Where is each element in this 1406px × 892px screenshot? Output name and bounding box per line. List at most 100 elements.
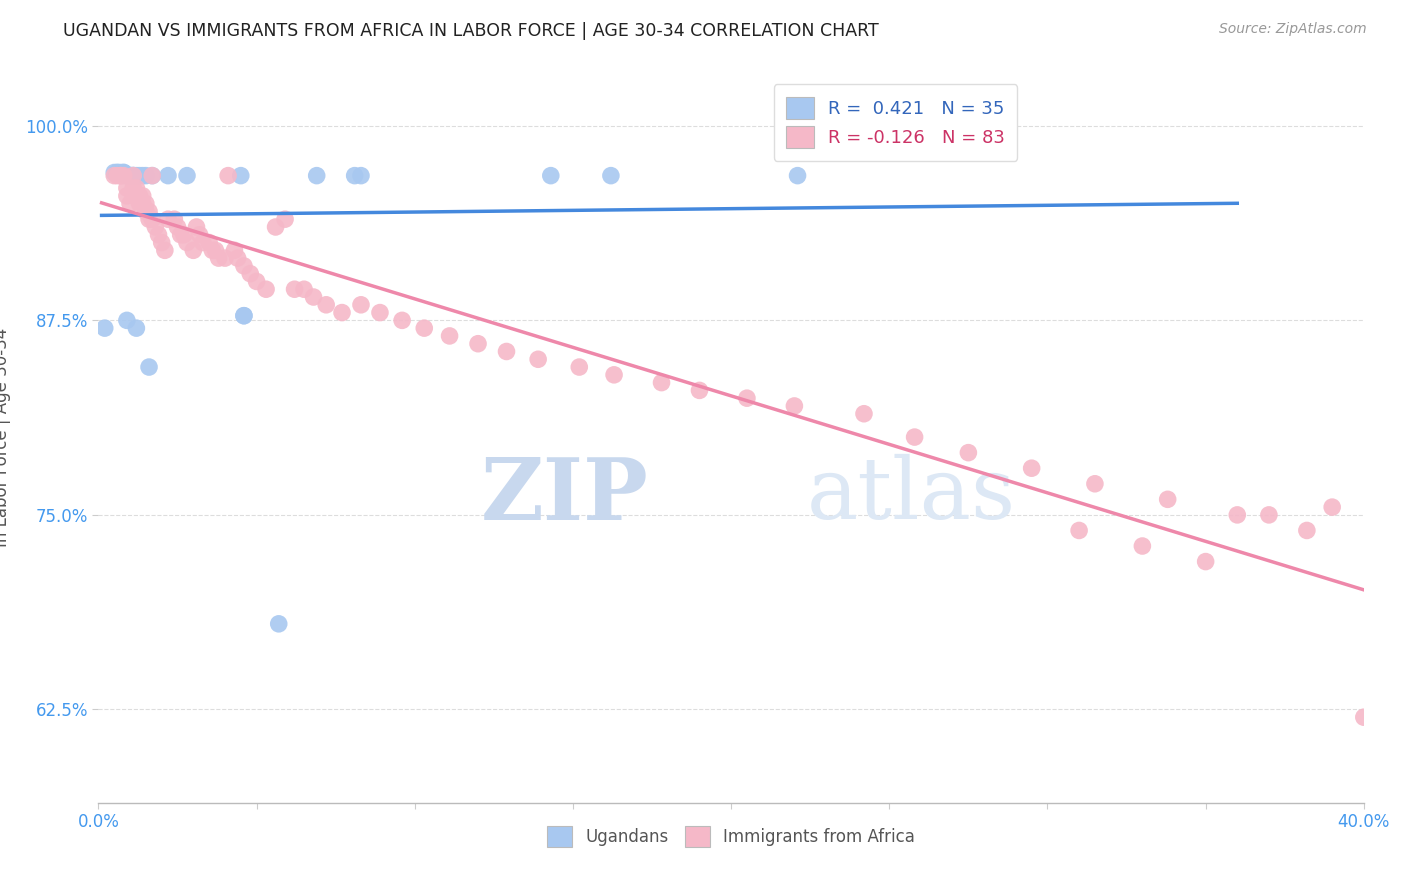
Point <box>350 298 373 312</box>
Point <box>120 196 141 211</box>
Point <box>153 244 176 258</box>
Point <box>233 259 256 273</box>
Point <box>125 169 148 183</box>
Point <box>217 169 239 183</box>
Text: ZIP: ZIP <box>481 454 648 538</box>
Point <box>138 359 160 374</box>
Point <box>110 169 132 183</box>
Point <box>350 169 373 183</box>
Point <box>1226 508 1249 522</box>
Point <box>688 384 710 398</box>
Point <box>1130 539 1153 553</box>
Point <box>135 196 157 211</box>
Point <box>343 169 366 183</box>
Point <box>224 244 246 258</box>
Point <box>1353 710 1375 724</box>
Point <box>125 181 148 195</box>
Point <box>120 169 141 183</box>
Point <box>1296 524 1319 538</box>
Point <box>173 227 195 242</box>
Point <box>115 313 138 327</box>
Point <box>107 165 129 179</box>
Point <box>254 282 277 296</box>
Point <box>141 169 163 183</box>
Point <box>107 165 129 179</box>
Point <box>1257 508 1279 522</box>
Point <box>226 251 249 265</box>
Point <box>315 298 337 312</box>
Point <box>120 169 141 183</box>
Point <box>107 169 129 183</box>
Point <box>125 321 148 335</box>
Point <box>527 352 550 367</box>
Point <box>208 251 231 265</box>
Point <box>603 368 626 382</box>
Point <box>204 244 226 258</box>
Point <box>188 227 211 242</box>
Point <box>957 445 980 459</box>
Point <box>148 227 170 242</box>
Point <box>115 181 138 195</box>
Point <box>122 169 145 183</box>
Point <box>1084 476 1107 491</box>
Point <box>495 344 517 359</box>
Point <box>191 235 214 250</box>
Point <box>246 275 269 289</box>
Point <box>166 219 188 234</box>
Point <box>135 204 157 219</box>
Point <box>284 282 307 296</box>
Point <box>132 169 155 183</box>
Point <box>110 169 132 183</box>
Point <box>233 309 256 323</box>
Point <box>735 391 758 405</box>
Point <box>103 165 125 179</box>
Point <box>115 169 138 183</box>
Point <box>132 196 155 211</box>
Point <box>330 305 353 319</box>
Point <box>233 309 256 323</box>
Point <box>110 165 132 179</box>
Point <box>201 244 224 258</box>
Point <box>93 321 117 335</box>
Point <box>122 169 145 183</box>
Point <box>157 169 180 183</box>
Point <box>128 189 150 203</box>
Point <box>568 359 591 374</box>
Point <box>120 169 141 183</box>
Point <box>112 165 135 179</box>
Legend: Ugandans, Immigrants from Africa: Ugandans, Immigrants from Africa <box>537 816 925 856</box>
Point <box>122 169 145 183</box>
Point <box>1322 500 1344 515</box>
Point <box>122 181 145 195</box>
Point <box>467 336 489 351</box>
Point <box>138 204 160 219</box>
Point <box>214 251 236 265</box>
Point <box>439 329 461 343</box>
Text: UGANDAN VS IMMIGRANTS FROM AFRICA IN LABOR FORCE | AGE 30-34 CORRELATION CHART: UGANDAN VS IMMIGRANTS FROM AFRICA IN LAB… <box>63 22 879 40</box>
Point <box>115 169 138 183</box>
Point <box>264 219 287 234</box>
Point <box>176 169 198 183</box>
Point <box>138 212 160 227</box>
Point <box>115 189 138 203</box>
Point <box>176 235 198 250</box>
Point <box>183 244 205 258</box>
Point <box>302 290 325 304</box>
Point <box>783 399 806 413</box>
Point <box>267 616 290 631</box>
Point <box>112 165 135 179</box>
Point <box>128 196 150 211</box>
Point <box>1067 524 1090 538</box>
Point <box>122 169 145 183</box>
Point <box>540 169 562 183</box>
Point <box>786 169 808 183</box>
Point <box>150 235 173 250</box>
Point <box>239 267 262 281</box>
Point <box>852 407 875 421</box>
Point <box>599 169 621 183</box>
Point <box>413 321 436 335</box>
Point <box>292 282 315 296</box>
Point <box>1156 492 1178 507</box>
Point <box>186 219 208 234</box>
Point <box>163 212 186 227</box>
